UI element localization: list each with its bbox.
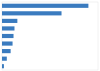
chart-container [0, 0, 100, 71]
bar [2, 64, 4, 68]
chart [0, 0, 100, 71]
bar [2, 49, 11, 53]
bar [2, 57, 7, 61]
bar [2, 11, 62, 15]
bar [2, 41, 13, 45]
bars [2, 4, 88, 69]
bar [2, 34, 14, 38]
bar [2, 19, 17, 23]
bar [2, 26, 14, 30]
bar [2, 4, 88, 8]
plot-frame [2, 2, 98, 70]
